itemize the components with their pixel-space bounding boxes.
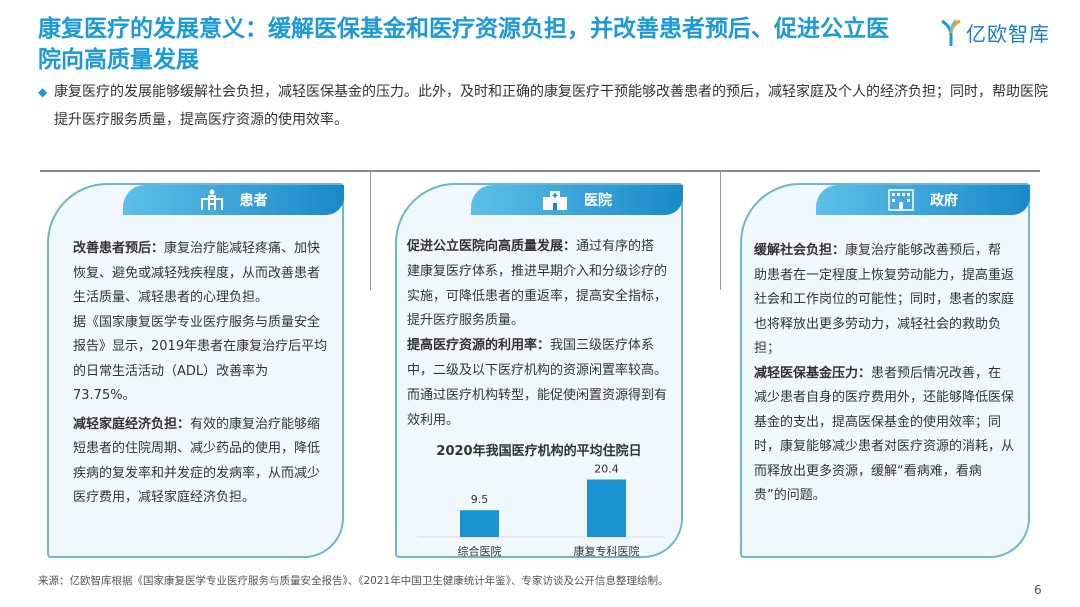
logo: 亿欧智库	[940, 18, 1050, 47]
card-body: 改善患者预后：康复治疗能减轻疼痛、加快恢复、避免或减轻残疾程度，从而改善患者生活…	[73, 237, 328, 515]
connector-line	[720, 170, 721, 290]
category-label: 康复专科医院	[574, 544, 640, 558]
intro-paragraph: ◆ 康复医疗的发展能够缓解社会负担，减轻医保基金的压力。此外，及时和正确的康复医疗…	[38, 78, 1048, 134]
card-patient: 患者 改善患者预后：康复治疗能减轻疼痛、加快恢复、避免或减轻残疾程度，从而改善患…	[47, 183, 344, 558]
hospital-icon	[543, 191, 567, 210]
section-heading: 缓解社会负担：	[754, 243, 846, 258]
card-government: 政府 缓解社会负担：康复治疗能够改善预后，帮助患者在一定程度上恢复劳动能力，提高…	[740, 183, 1030, 558]
chart-title: 2020年我国医疗机构的平均住院日	[436, 444, 642, 459]
divider-line	[40, 170, 1040, 172]
category-label: 综合医院	[458, 544, 502, 558]
page-number: 6	[1034, 583, 1042, 597]
card-header: 政府	[816, 185, 1030, 215]
data-label: 20.4	[594, 463, 619, 476]
card-hospital: 医院 促进公立医院向高质量发展：通过有序的搭建康复医疗体系，推进早期介入和分级诊…	[395, 183, 683, 558]
card-header: 医院	[471, 185, 683, 215]
connector-line	[370, 170, 371, 290]
card-title: 政府	[930, 193, 958, 209]
chart-plot: 9.5 综合医院 20.4 康复专科医院	[417, 463, 665, 558]
section-heading: 减轻医保基金压力：	[754, 365, 872, 381]
bar-chart: 2020年我国医疗机构的平均住院日 9.5 综合医院 20.4 康复专科医院	[417, 440, 665, 560]
section-text: 通过有序的搭建康复医疗体系，推进早期介入和分级诊疗的实施，可降低患者的重返率，提…	[407, 239, 668, 329]
card-title: 医院	[584, 193, 612, 209]
section-heading: 提高医疗资源的利用率：	[407, 338, 551, 354]
intro-text: 康复医疗的发展能够缓解社会负担，减轻医保基金的压力。此外，及时和正确的康复医疗干…	[54, 84, 1048, 128]
section-text: 据《国家康复医学专业医疗服务与质量安全报告》显示，2019年患者在康复治疗后平均…	[73, 314, 328, 404]
data-label: 9.5	[471, 493, 489, 506]
section-text: 康复治疗能减轻疼痛、加快恢复、避免或减轻残疾程度，从而改善患者生活质量、减轻患者…	[73, 241, 321, 305]
section-text: 有效的康复治疗能够缩短患者的住院周期、减少药品的使用，降低疾病的复发率和并发症的…	[73, 416, 321, 506]
section-text: 患者预后情况改善，在减少患者自身的医疗费用外，还能够降低医保基金的支出，提高医保…	[754, 365, 1015, 504]
card-body: 促进公立医院向高质量发展：通过有序的搭建康复医疗体系，推进早期介入和分级诊疗的实…	[407, 235, 667, 437]
card-title: 患者	[239, 193, 268, 209]
logo-text: 亿欧智库	[966, 22, 1050, 46]
bar	[587, 479, 626, 537]
section-text: 康复治疗能够改善预后，帮助患者在一定程度上恢复劳动能力，提高重返社会和工作岗位的…	[754, 243, 1015, 356]
page-title: 康复医疗的发展意义：缓解医保基金和医疗资源负担，并改善患者预后、促进公立医院向高…	[38, 16, 889, 73]
card-body: 缓解社会负担：康复治疗能够改善预后，帮助患者在一定程度上恢复劳动能力，提高重返社…	[754, 239, 1014, 513]
patient-walker-icon	[200, 189, 223, 210]
diamond-bullet-icon: ◆	[38, 85, 48, 99]
government-building-icon	[888, 189, 914, 211]
logo-mark-icon	[941, 18, 961, 46]
section-heading: 减轻家庭经济负担：	[73, 416, 191, 432]
bar	[460, 510, 499, 537]
section-heading: 促进公立医院向高质量发展：	[407, 239, 577, 254]
source-footnote: 来源：亿欧智库根据《国家康复医学专业医疗服务与质量安全报告》、《2021年中国卫…	[38, 575, 669, 587]
section-text: 我国三级医疗体系中，二级及以下医疗机构的资源闲置率较高。而通过医疗机构转型，能促…	[407, 338, 668, 428]
card-header: 患者	[123, 185, 344, 215]
section-heading: 改善患者预后：	[73, 241, 165, 256]
